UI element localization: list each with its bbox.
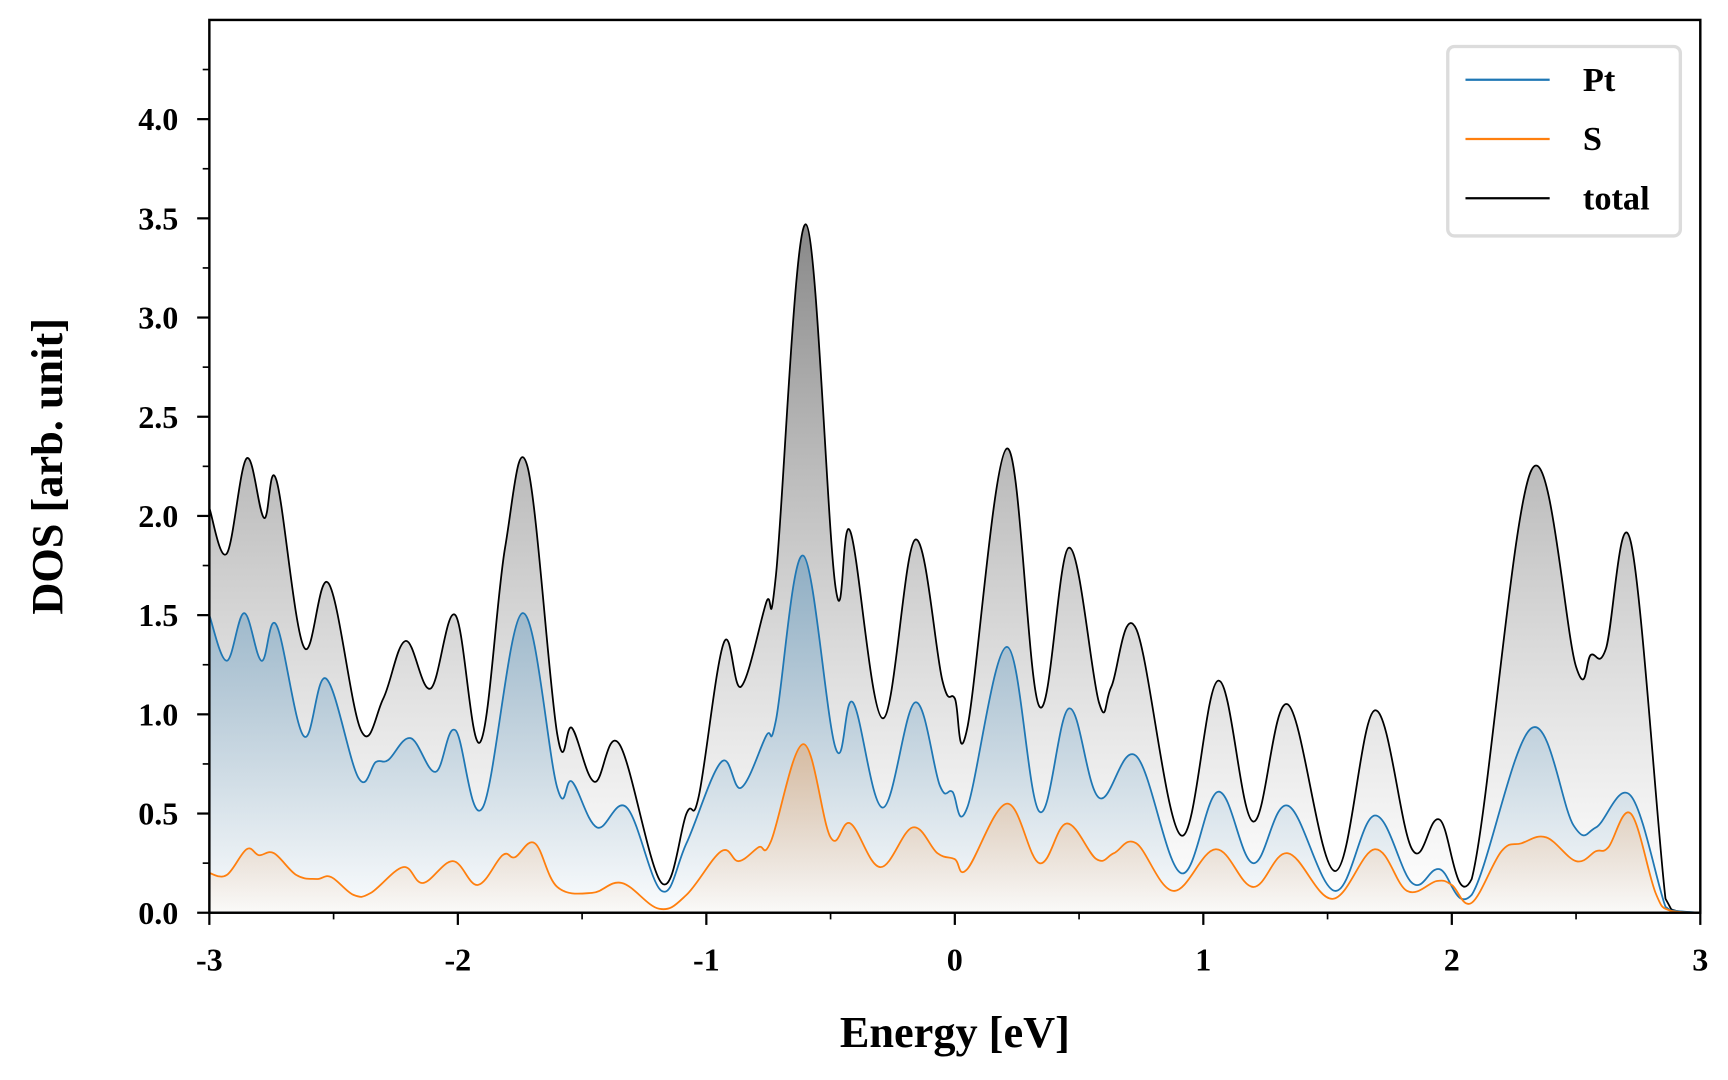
x-axis-label: Energy [eV] xyxy=(840,1008,1070,1057)
s-series-line xyxy=(209,743,1701,913)
y-axis-label: DOS [arb. unit] xyxy=(23,318,72,615)
x-tick-label: 2 xyxy=(1444,941,1460,977)
legend-label-pt: Pt xyxy=(1583,61,1616,99)
legend-label-s: S xyxy=(1583,120,1602,158)
x-tick-label: 3 xyxy=(1692,941,1708,977)
y-tick-label: 0.0 xyxy=(138,895,178,931)
y-tick-label: 3.5 xyxy=(138,200,178,236)
y-tick-label: 2.5 xyxy=(138,399,178,435)
y-tick-label: 4.0 xyxy=(138,101,178,137)
x-tick-label: -2 xyxy=(444,941,471,977)
y-tick-label: 1.5 xyxy=(138,597,178,633)
legend-label-total: total xyxy=(1583,179,1650,217)
y-tick-label: 1.0 xyxy=(138,696,178,732)
pt-series-line xyxy=(209,554,1701,913)
legend-box xyxy=(1446,44,1683,238)
x-tick-label: -3 xyxy=(196,941,223,977)
y-tick-label: 0.5 xyxy=(138,796,178,832)
x-tick-label: 1 xyxy=(1195,941,1211,977)
pt-fill-area xyxy=(209,555,1701,913)
s-fill-area xyxy=(209,744,1701,913)
x-tick-label: -1 xyxy=(693,941,720,977)
y-tick-label: 2.0 xyxy=(138,498,178,534)
x-tick-label: 0 xyxy=(947,941,963,977)
y-tick-label: 3.0 xyxy=(138,300,178,336)
total-series-line xyxy=(209,223,1701,913)
